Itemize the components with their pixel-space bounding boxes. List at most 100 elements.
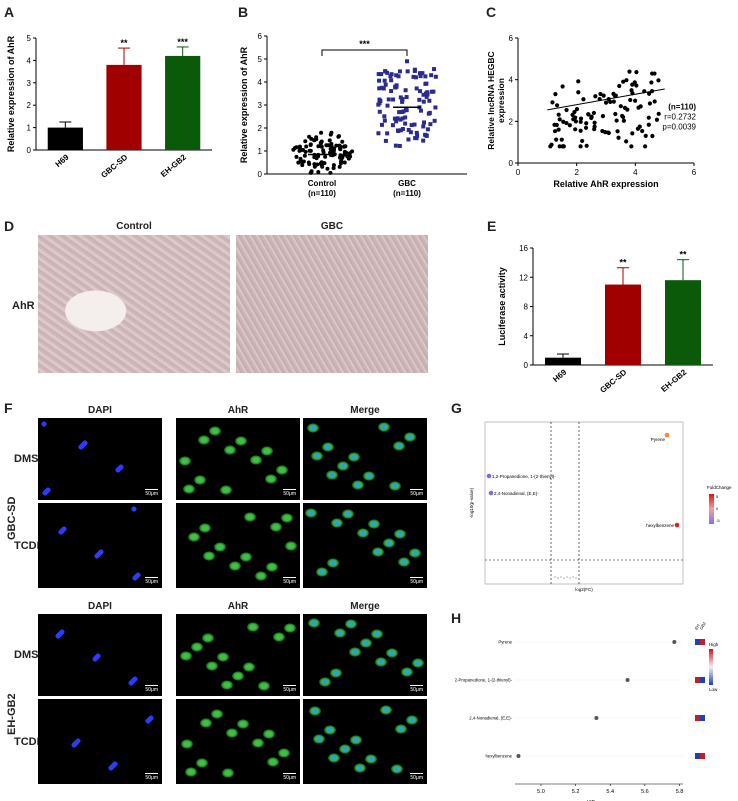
ihc-image-gbc [236, 235, 428, 373]
if-column-title: DAPI [88, 405, 112, 416]
control-point [291, 147, 296, 152]
y-tick-label: 3 [27, 79, 32, 88]
gbc-point [414, 75, 419, 80]
legend-tick: 0 [716, 506, 719, 511]
scale-bar: 50μm [410, 773, 423, 781]
x-axis-label: Relative AhR expression [553, 179, 658, 189]
gbc-point [383, 138, 388, 143]
gbc-point [403, 121, 408, 126]
gbc-point [405, 59, 409, 64]
gbc-point [432, 67, 437, 72]
correlation-point [593, 94, 598, 99]
correlation-point [621, 118, 627, 123]
volcano-point-ns [560, 576, 562, 578]
volcano-point [488, 490, 494, 496]
correlation-point [573, 127, 578, 132]
gbc-point [406, 137, 411, 142]
control-point [331, 166, 336, 171]
gbc-point [394, 73, 399, 78]
correlation-point [560, 84, 565, 89]
if-image-dapi: 50μm [38, 699, 162, 784]
gbc-point [411, 74, 416, 79]
correlation-point [559, 137, 564, 142]
correlation-point [561, 119, 566, 124]
x-tick-label: 5.6 [641, 789, 649, 795]
correlation-point [637, 124, 642, 129]
control-point [334, 143, 339, 148]
if-image-ahr: 50μm [176, 503, 300, 588]
gbc-point [403, 88, 408, 93]
if-row-label: TCDD [14, 539, 45, 552]
correlation-point [560, 144, 565, 149]
if-image-dapi: 50μm [38, 418, 162, 500]
gbc-point [424, 81, 429, 86]
gbc-point [414, 130, 419, 135]
correlation-point [578, 128, 583, 133]
gbc-point [386, 97, 391, 102]
control-point [346, 156, 351, 161]
correlation-point [632, 98, 638, 103]
gbc-point [427, 110, 432, 115]
gbc-point [425, 90, 430, 95]
control-point [298, 156, 303, 161]
control-point [308, 142, 313, 147]
x-tick-label: GBC-SD [99, 152, 129, 179]
gbc-point [414, 86, 419, 91]
correlation-point [550, 100, 555, 105]
gbc-point [393, 143, 398, 148]
legend-tick: 5 [716, 494, 719, 499]
x-tick-label: 2 [574, 168, 579, 177]
y-tick-label: 4 [524, 332, 529, 341]
correlation-point [652, 71, 657, 76]
gbc-point [397, 143, 402, 148]
correlation-point [592, 120, 597, 125]
volcano-point [674, 522, 680, 528]
if-image-ahr: 50μm [176, 418, 300, 500]
if-column-title: DAPI [88, 601, 112, 612]
y-tick-label: 0 [509, 159, 514, 168]
x-tick-label: H69 [54, 152, 71, 169]
correlation-point [556, 127, 561, 132]
gbc-point [405, 69, 410, 74]
correlation-point [622, 105, 628, 111]
gbc-point [389, 78, 394, 83]
control-point [328, 170, 333, 175]
gbc-point [382, 118, 387, 123]
volcano-point-label: Pyrene [651, 437, 666, 442]
y-tick-label: 0 [524, 361, 529, 370]
y-tick-label: 4 [509, 76, 514, 85]
x-tick-label: H69 [551, 367, 568, 384]
volcano-point-ns [554, 576, 556, 578]
correlation-point [620, 113, 625, 119]
volcano-point-ns [557, 577, 559, 579]
legend-gradient [709, 494, 714, 524]
correlation-point [553, 92, 558, 97]
correlation-point [630, 131, 635, 136]
control-point [314, 156, 319, 161]
scale-bar: 50μm [145, 773, 158, 781]
plot-frame [484, 421, 684, 585]
control-point [315, 162, 320, 167]
panel-label-a: A [4, 4, 15, 20]
y-tick-label: 5 [27, 34, 32, 43]
x-tick-label: Control [308, 179, 336, 188]
x-tick-label: GBC-SD [598, 367, 628, 394]
correlation-point [646, 122, 651, 127]
if-column-title: AhR [227, 601, 249, 612]
vip-point [594, 716, 599, 720]
correlation-point [598, 91, 603, 97]
gbc-point [431, 89, 436, 94]
volcano-point-ns [566, 576, 568, 578]
gbc-point [423, 132, 428, 137]
volcano-point-ns [569, 577, 571, 579]
scale-bar: 50μm [283, 577, 296, 585]
vip-item-label: 1,2-Propanedione, 1-(2-thienyl)- [455, 678, 513, 683]
gbc-point [398, 117, 403, 122]
y-tick-label: 16 [519, 244, 528, 253]
bar-h69 [47, 127, 83, 150]
if-column-title: Merge [350, 405, 380, 416]
gbc-point [400, 116, 405, 121]
gbc-point [427, 98, 432, 103]
vip-point [672, 640, 677, 644]
panel-label-d: D [4, 218, 15, 234]
